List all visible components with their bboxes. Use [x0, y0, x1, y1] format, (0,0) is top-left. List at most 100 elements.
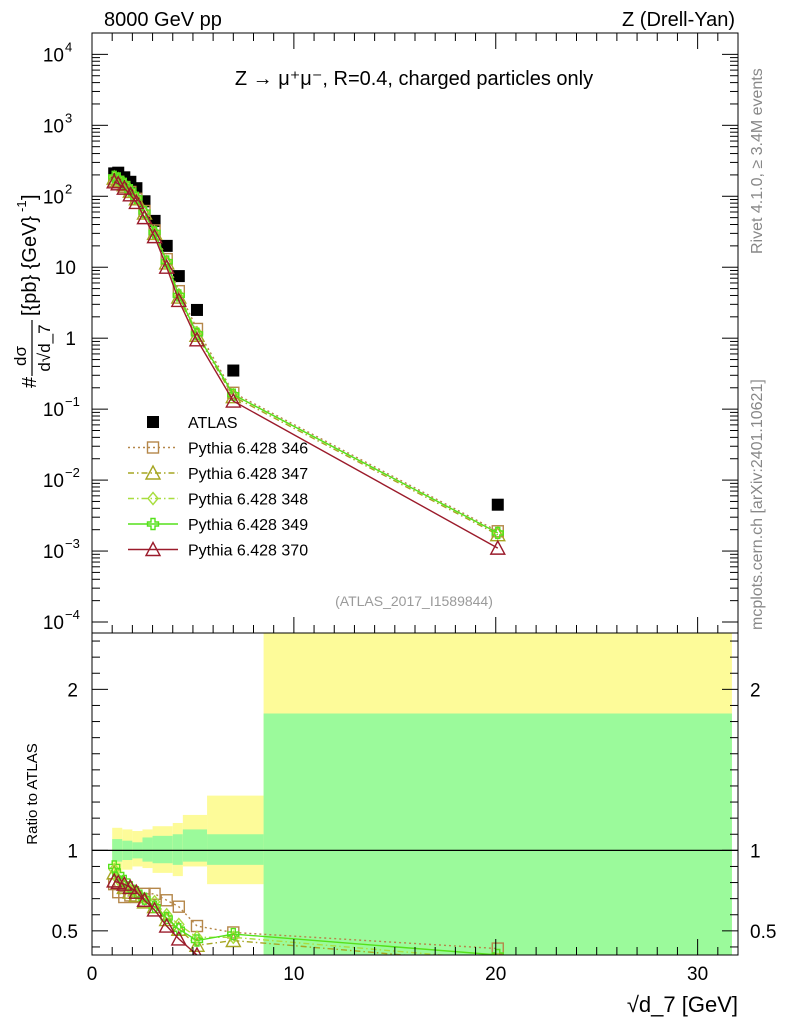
legend-label: Pythia 6.428 349	[188, 517, 308, 534]
ratio-band-inner	[142, 837, 153, 862]
main-series-layer	[106, 166, 506, 555]
data-point	[122, 186, 139, 202]
ratio-band-inner	[152, 835, 173, 864]
ratio-point	[170, 930, 187, 946]
data-point	[160, 255, 173, 268]
main-y-tick-label: 10	[43, 400, 64, 421]
data-point	[148, 226, 161, 239]
data-point	[116, 179, 133, 195]
ratio-point	[172, 900, 186, 913]
main-x-ticks	[91, 33, 719, 633]
legend-marker	[144, 464, 162, 480]
data-point	[118, 177, 131, 190]
ratio-y-tick-label-right: 2	[750, 680, 761, 701]
header-energy: 8000 GeV pp	[104, 9, 222, 31]
ratio-band-inner	[182, 829, 208, 862]
y-label-numerator: dσ	[11, 346, 30, 366]
main-y-tick-label: 10	[43, 45, 64, 66]
y-label-denominator: d√d_7	[35, 324, 54, 371]
data-point	[227, 364, 240, 377]
y-label-hash: #	[19, 376, 41, 388]
ratio-band-inner	[263, 713, 732, 955]
ratio-point	[106, 872, 123, 888]
ratio-panel: 0.5 0.51 12 20 10 20 30 Ratio to ATLAS	[24, 632, 776, 985]
ratio-point	[148, 894, 161, 909]
legend-marker	[144, 541, 162, 557]
ratio-y-tick-label: 0.5	[52, 922, 78, 943]
ratio-band-inner	[172, 834, 183, 865]
y-label-units: [{pb} {GeV}	[19, 216, 41, 316]
main-y-tick-label: 10	[43, 613, 64, 634]
legend-label: Pythia 6.428 346	[188, 441, 308, 458]
ratio-point	[158, 917, 175, 933]
main-y-tick-exponent: 2	[65, 181, 72, 196]
ratio-y-tick-label-right: 0.5	[750, 922, 776, 943]
ratio-point	[128, 883, 145, 899]
legend-label: Pythia 6.428 347	[188, 466, 308, 483]
x-tick-label: 20	[485, 964, 506, 985]
header-process: Z (Drell-Yan)	[622, 9, 735, 31]
main-y-tick-exponent: −3	[65, 536, 80, 551]
rivet-label: Rivet 4.1.0, ≥ 3.4M events	[749, 68, 766, 254]
data-point	[491, 526, 504, 540]
y-label-close: ]	[19, 194, 41, 200]
data-point	[190, 327, 204, 341]
data-point	[138, 205, 151, 219]
y-label-exponent: -1	[14, 200, 29, 212]
ratio-point	[172, 917, 185, 932]
main-y-tick-label: 10	[43, 542, 64, 563]
legend-label: Pythia 6.428 348	[188, 492, 308, 509]
main-y-tick-exponent: −4	[65, 607, 80, 622]
data-point	[188, 331, 206, 347]
data-point	[170, 291, 187, 308]
legend-marker	[146, 517, 160, 531]
ratio-series-layer	[106, 860, 504, 955]
data-point	[160, 239, 173, 252]
plot-title: Z → μ⁺μ⁻, R=0.4, charged particles only	[235, 68, 593, 90]
ratio-band-inner	[207, 834, 264, 865]
ratio-y-tick-label: 1	[67, 841, 78, 862]
main-y-tick-label: 10	[55, 258, 76, 279]
ratio-point	[148, 887, 161, 901]
data-point	[128, 193, 145, 210]
ratio-point	[108, 862, 121, 877]
ratio-ticks: 0.5 0.51 12 20 10 20 30	[52, 640, 776, 985]
data-point	[190, 303, 203, 316]
main-y-tick-exponent: 4	[65, 39, 72, 54]
ratio-point	[188, 936, 206, 953]
legend-label: Pythia 6.428 370	[188, 543, 308, 560]
legend-marker	[147, 491, 159, 506]
data-point	[106, 173, 123, 189]
analysis-tag: (ATLAS_2017_I1589844)	[335, 593, 493, 609]
main-y-tick-exponent: −1	[65, 394, 80, 409]
main-y-tick-label: 10	[43, 116, 64, 137]
main-y-tick-label: 10	[43, 471, 64, 492]
ratio-point	[146, 901, 163, 917]
data-point	[136, 209, 153, 225]
ratio-point	[191, 930, 203, 945]
legend-label: ATLAS	[188, 415, 238, 432]
legend-marker	[147, 416, 159, 428]
ratio-point	[491, 948, 504, 955]
data-point	[146, 228, 163, 244]
x-tick-label: 0	[87, 964, 98, 985]
ratio-y-tick-label-right: 1	[750, 841, 761, 862]
data-point	[158, 258, 175, 274]
ratio-point	[190, 934, 204, 947]
data-point	[172, 270, 185, 283]
ratio-y-tick-label: 2	[67, 680, 78, 701]
data-point	[172, 289, 186, 302]
mcplots-label: mcplots.cern.ch [arXiv:2401.10621]	[749, 379, 766, 630]
x-tick-label: 30	[687, 964, 708, 985]
ratio-point	[136, 891, 153, 907]
ratio-bands-layer	[92, 633, 738, 955]
legend-marker	[146, 441, 160, 454]
ratio-point	[233, 954, 234, 955]
main-y-tick-exponent: 3	[65, 110, 72, 125]
legend: ATLAS Pythia 6.428 346 Pythia 6.428 347 Pyt…	[128, 415, 308, 560]
x-axis-label: √d_7 [GeV]	[627, 992, 738, 1017]
